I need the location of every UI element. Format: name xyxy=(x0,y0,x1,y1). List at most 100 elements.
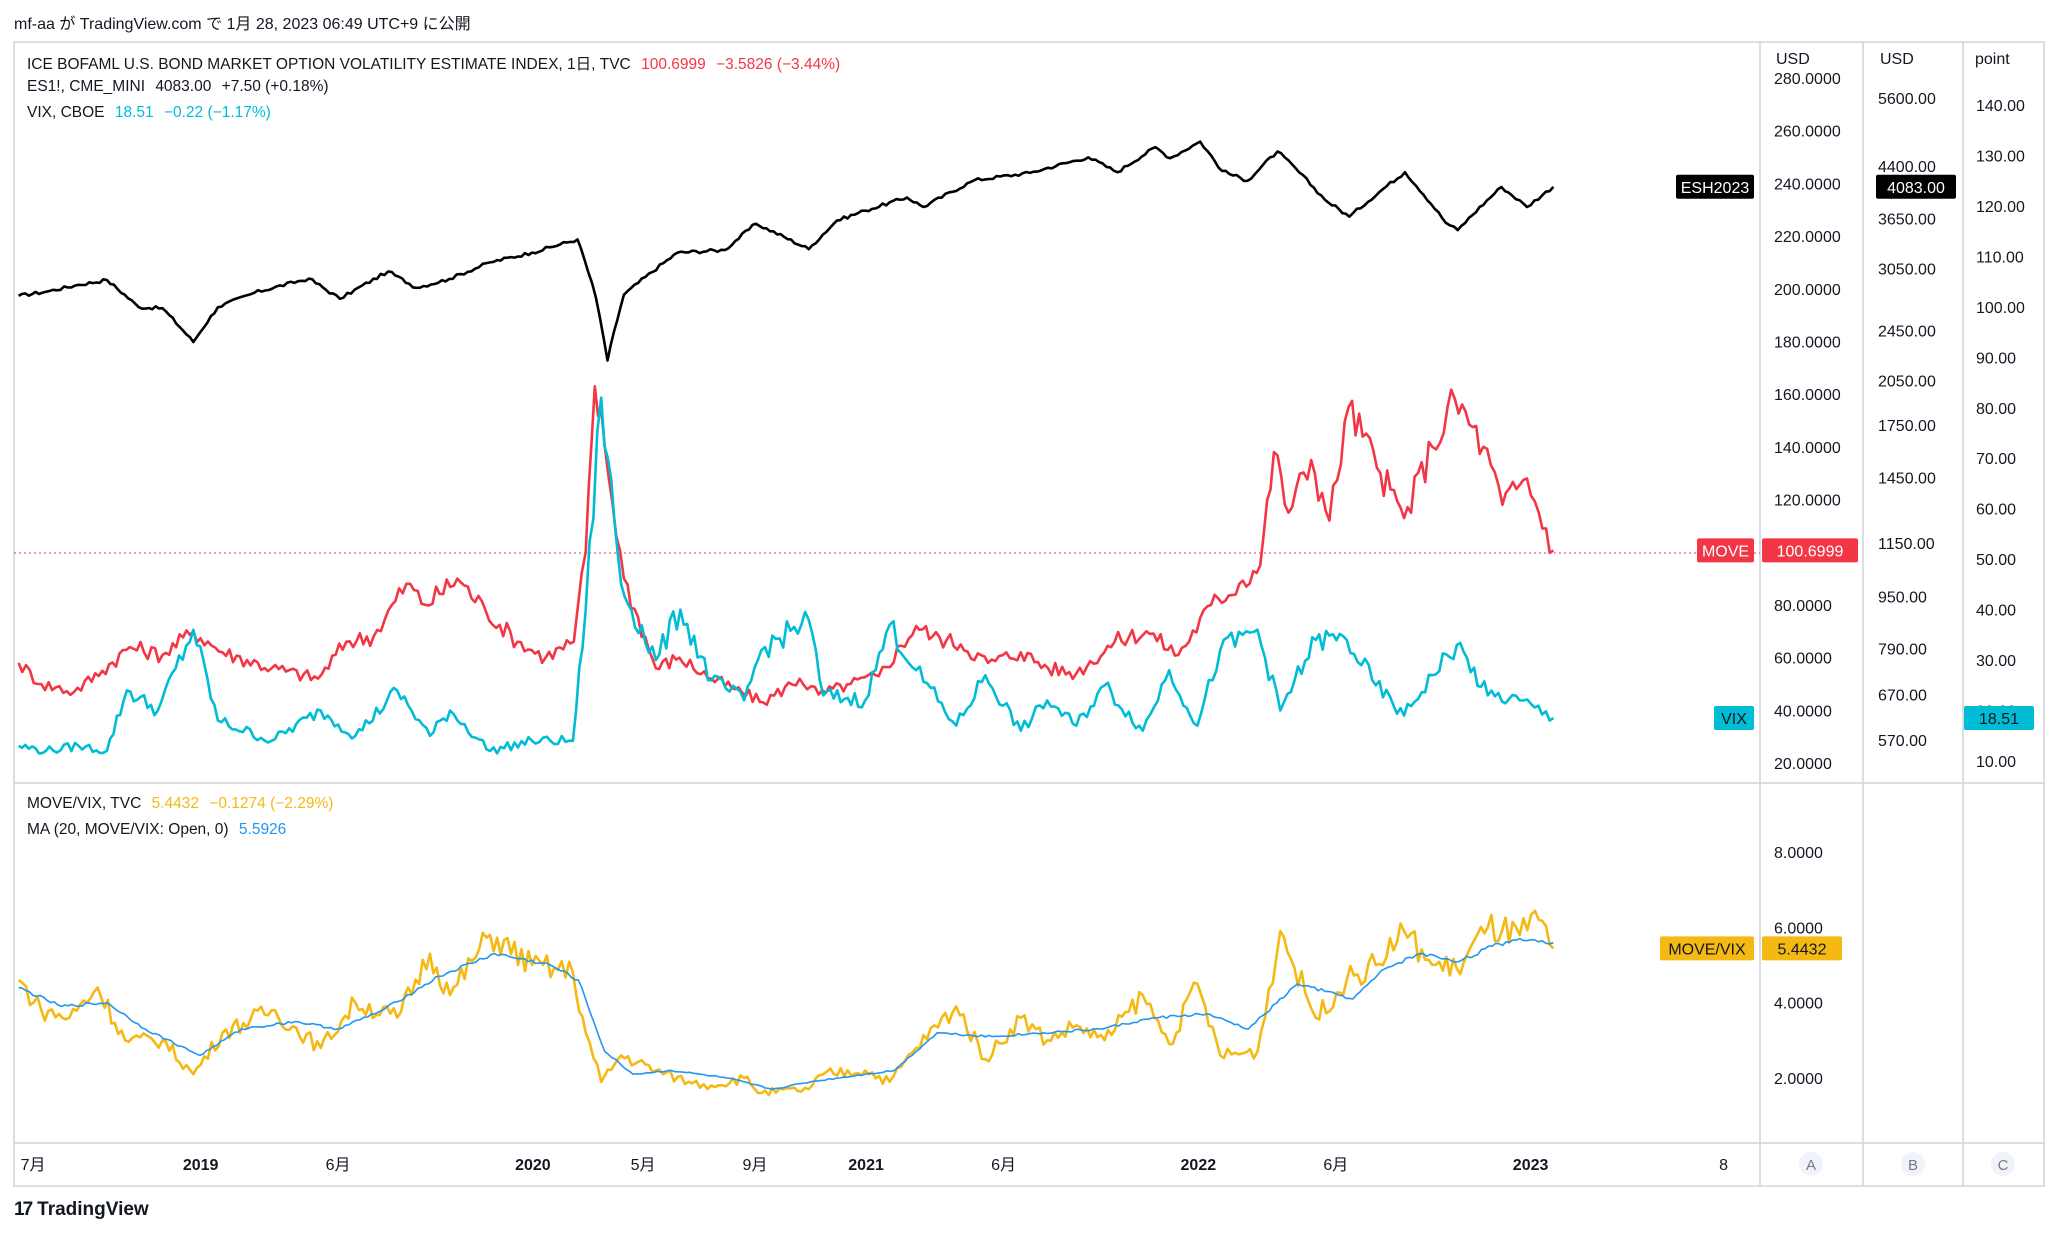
axis-lower-tick-label: 2.0000 xyxy=(1774,1071,1823,1088)
legend-ma-value: 5.5926 xyxy=(238,821,287,838)
axis-a-tick-label: 140.0000 xyxy=(1774,440,1841,457)
axis-c-tick-label: 110.00 xyxy=(1976,249,2024,266)
time-axis-tick-label: 2023 xyxy=(1513,1157,1549,1174)
axis-b-tick-label: 670.00 xyxy=(1878,688,1927,705)
scale-button-c[interactable] xyxy=(1991,1152,2015,1176)
axis-c-tick-label: 130.00 xyxy=(1976,148,2025,165)
axis-a-tick-label: 260.0000 xyxy=(1774,124,1841,141)
last-value-ratio: 5.4432 xyxy=(1778,941,1827,958)
legend-vix-name: VIX, CBOE xyxy=(27,104,105,121)
axis-a-tick-label: 280.0000 xyxy=(1774,71,1841,88)
axis-b-unit: USD xyxy=(1880,51,1914,68)
time-axis-tick-label: 7月 xyxy=(21,1157,46,1174)
last-value-ratio-bg xyxy=(1762,936,1842,961)
series-name-tag-move: MOVE xyxy=(1702,543,1749,560)
axis-a-tick-label: 60.0000 xyxy=(1774,651,1832,668)
legend-move-name: ICE BOFAML U.S. BOND MARKET OPTION VOLAT… xyxy=(27,56,631,73)
series-line-ma xyxy=(18,937,1554,1091)
time-axis-tick-label: 6月 xyxy=(1323,1157,1348,1174)
legend-es[interactable]: ES1!, CME_MINI 4083.00 +7.50 (+0.18%) xyxy=(27,78,335,96)
legend-move-value: 100.6999 xyxy=(641,56,706,73)
legend-vix[interactable]: VIX, CBOE 18.51 −0.22 (−1.17%) xyxy=(27,104,277,122)
legend-vix-value: 18.51 xyxy=(114,104,154,121)
brand-name: TradingView xyxy=(37,1199,149,1220)
series-name-tag-ratio: MOVE/VIX xyxy=(1668,941,1746,958)
axis-c-tick-label: 140.00 xyxy=(1976,98,2025,115)
axis-b-tick-label: 1750.00 xyxy=(1878,418,1936,435)
time-axis-tick-label: 2019 xyxy=(183,1157,219,1174)
series-name-tag-es: ESH2023 xyxy=(1681,180,1750,197)
axis-b-tick-label: 950.00 xyxy=(1878,589,1927,606)
last-value-vix: 18.51 xyxy=(1979,711,2019,728)
series-line-move xyxy=(17,385,1555,707)
series-name-tag-ratio-bg xyxy=(1660,936,1754,961)
legend-es-change: +7.50 (+0.18%) xyxy=(221,78,329,95)
axis-c-tick-label: 10.00 xyxy=(1976,754,2016,771)
axis-b-tick-label: 4400.00 xyxy=(1878,159,1936,176)
time-axis-tick-label: 6月 xyxy=(326,1157,351,1174)
publish-credit: mf-aa が TradingView.com で 1月 28, 2023 06… xyxy=(14,16,471,33)
label-layer: ESH2023 4083.00 MOVE 100.6999 VIX 18.51 MOVE/V… xyxy=(1660,174,2034,961)
axis-c-tick-label: 40.00 xyxy=(1976,603,2016,620)
axis-a-tick-label: 240.0000 xyxy=(1774,176,1841,193)
time-axis-tick-label: 2020 xyxy=(515,1157,551,1174)
time-axis-tick-label: 5月 xyxy=(631,1157,656,1174)
scale-button-label: B xyxy=(1908,1157,1918,1174)
tradingview-brand[interactable]: 17 TradingView xyxy=(14,1199,149,1221)
chart-frame xyxy=(13,41,2045,1187)
series-name-tag-move-bg xyxy=(1697,538,1754,563)
legend-ratio-change: −0.1274 (−2.29%) xyxy=(209,795,334,812)
legend-ratio-name: MOVE/VIX, TVC xyxy=(27,795,142,812)
axis-a-tick-label: 80.0000 xyxy=(1774,598,1832,615)
legend-ratio-value: 5.4432 xyxy=(151,795,200,812)
scale-button-a[interactable] xyxy=(1799,1152,1823,1176)
axis-b-tick-label: 790.00 xyxy=(1878,641,1927,658)
series-line-esh2023 xyxy=(17,140,1555,362)
time-axis-tick-label: 8 xyxy=(1719,1157,1728,1174)
axis-c-tick-label: 60.00 xyxy=(1976,502,2016,519)
axis-b-tick-label: 1450.00 xyxy=(1878,471,1936,488)
legend-es-value: 4083.00 xyxy=(155,78,212,95)
axis-c-tick-label: 90.00 xyxy=(1976,350,2016,367)
legend-ma-name: MA (20, MOVE/VIX: Open, 0) xyxy=(27,821,229,838)
time-axis-tick-label: 9月 xyxy=(743,1157,768,1174)
series-name-tag-vix-bg xyxy=(1714,706,1754,731)
axis-a-unit: USD xyxy=(1776,51,1810,68)
axis-lower-tick-label: 6.0000 xyxy=(1774,920,1823,937)
scale-button-b[interactable] xyxy=(1901,1152,1925,1176)
last-value-vix-bg xyxy=(1964,706,2034,731)
axis-c-tick-label: 70.00 xyxy=(1976,451,2016,468)
axis-b-tick-label: 1150.00 xyxy=(1878,536,1935,553)
legend-ratio[interactable]: MOVE/VIX, TVC 5.4432 −0.1274 (−2.29%) xyxy=(27,795,339,813)
axis-c-tick-label: 100.00 xyxy=(1976,300,2025,317)
legend-move[interactable]: ICE BOFAML U.S. BOND MARKET OPTION VOLAT… xyxy=(27,52,846,74)
axis-b-tick-label: 2450.00 xyxy=(1878,323,1936,340)
axis-b-tick-label: 2050.00 xyxy=(1878,373,1936,390)
axis-c-tick-label: 50.00 xyxy=(1976,552,2016,569)
axis-c-tick-label: 30.00 xyxy=(1976,653,2016,670)
series-line-vix xyxy=(17,396,1555,755)
legend-es-name: ES1!, CME_MINI xyxy=(27,78,145,95)
axis-a-tick-label: 20.0000 xyxy=(1774,756,1832,773)
series-line-move-vix xyxy=(17,909,1555,1097)
last-value-es-bg xyxy=(1876,174,1956,199)
axis-b-tick-label: 3050.00 xyxy=(1878,262,1936,279)
axis-lower-tick-label: 8.0000 xyxy=(1774,845,1823,862)
axis-b-tick-label: 5600.00 xyxy=(1878,91,1936,108)
legend-move-change: −3.5826 (−3.44%) xyxy=(716,56,841,73)
axis-b-tick-label: 570.00 xyxy=(1878,733,1927,750)
last-value-move-bg xyxy=(1762,538,1858,563)
last-value-es: 4083.00 xyxy=(1887,180,1945,197)
axis-b-tick-label: 3650.00 xyxy=(1878,211,1936,228)
tradingview-logo-icon: 17 xyxy=(14,1199,33,1220)
legend-ma[interactable]: MA (20, MOVE/VIX: Open, 0) 5.5926 xyxy=(27,821,292,839)
axis-c-tick-label: 120.00 xyxy=(1976,199,2025,216)
axis-c-unit: point xyxy=(1975,51,2010,68)
series-name-tag-es-bg xyxy=(1676,174,1754,199)
last-value-move: 100.6999 xyxy=(1777,543,1844,560)
axis-a-tick-label: 200.0000 xyxy=(1774,282,1841,299)
axis-a-tick-label: 160.0000 xyxy=(1774,387,1841,404)
series-name-tag-vix: VIX xyxy=(1721,711,1747,728)
axis-lower-tick-label: 4.0000 xyxy=(1774,996,1823,1013)
